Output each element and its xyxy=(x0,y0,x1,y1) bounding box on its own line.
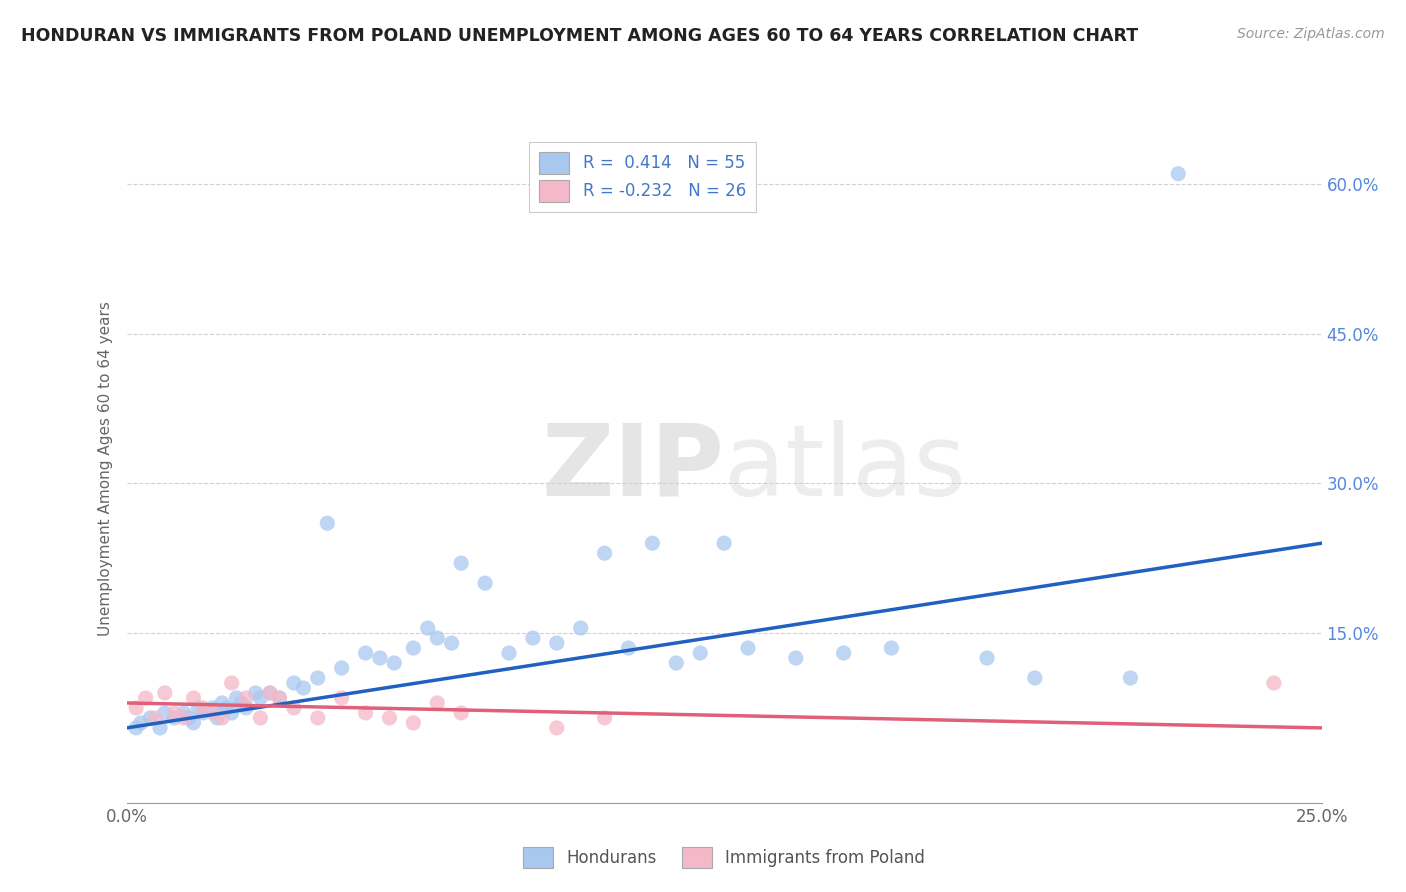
Point xyxy=(235,690,257,705)
Point xyxy=(546,721,568,735)
Point xyxy=(1263,676,1285,690)
Point xyxy=(143,711,166,725)
Point xyxy=(450,556,472,570)
Point xyxy=(416,621,439,635)
Point xyxy=(211,711,233,725)
Point xyxy=(125,701,148,715)
Point xyxy=(153,706,176,720)
Text: HONDURAN VS IMMIGRANTS FROM POLAND UNEMPLOYMENT AMONG AGES 60 TO 64 YEARS CORREL: HONDURAN VS IMMIGRANTS FROM POLAND UNEMP… xyxy=(21,27,1139,45)
Point xyxy=(163,711,186,725)
Point xyxy=(1024,671,1046,685)
Point xyxy=(330,690,353,705)
Point xyxy=(207,711,229,725)
Point xyxy=(225,690,247,705)
Point xyxy=(249,711,271,725)
Point xyxy=(368,651,391,665)
Point xyxy=(316,516,339,531)
Text: atlas: atlas xyxy=(724,420,966,516)
Point xyxy=(153,686,176,700)
Point xyxy=(689,646,711,660)
Point xyxy=(593,711,616,725)
Point xyxy=(522,631,544,645)
Text: Source: ZipAtlas.com: Source: ZipAtlas.com xyxy=(1237,27,1385,41)
Point xyxy=(292,681,315,695)
Point xyxy=(665,656,688,670)
Point xyxy=(191,706,214,720)
Point xyxy=(129,715,152,730)
Point xyxy=(440,636,463,650)
Point xyxy=(641,536,664,550)
Point xyxy=(426,696,449,710)
Point xyxy=(546,636,568,650)
Point xyxy=(173,711,195,725)
Point xyxy=(402,640,425,655)
Point xyxy=(149,721,172,735)
Point xyxy=(245,686,267,700)
Point xyxy=(307,671,329,685)
Point xyxy=(231,696,253,710)
Point xyxy=(177,711,200,725)
Point xyxy=(976,651,998,665)
Point xyxy=(221,706,243,720)
Point xyxy=(593,546,616,560)
Point xyxy=(617,640,640,655)
Point xyxy=(785,651,807,665)
Point xyxy=(330,661,353,675)
Point xyxy=(737,640,759,655)
Point xyxy=(191,701,214,715)
Point xyxy=(283,701,305,715)
Point xyxy=(135,690,157,705)
Point xyxy=(713,536,735,550)
Point xyxy=(183,715,205,730)
Point xyxy=(183,690,205,705)
Point xyxy=(249,690,271,705)
Point xyxy=(382,656,405,670)
Point xyxy=(378,711,401,725)
Point xyxy=(187,701,209,715)
Point xyxy=(259,686,281,700)
Point xyxy=(1167,167,1189,181)
Legend: Hondurans, Immigrants from Poland: Hondurans, Immigrants from Poland xyxy=(516,840,932,875)
Point xyxy=(832,646,855,660)
Point xyxy=(402,715,425,730)
Point xyxy=(474,576,496,591)
Point xyxy=(498,646,520,660)
Point xyxy=(283,676,305,690)
Point xyxy=(215,701,238,715)
Point xyxy=(354,706,377,720)
Point xyxy=(880,640,903,655)
Point xyxy=(1119,671,1142,685)
Point xyxy=(163,706,186,720)
Point xyxy=(269,690,291,705)
Point xyxy=(269,690,291,705)
Point xyxy=(569,621,592,635)
Point xyxy=(259,686,281,700)
Point xyxy=(201,706,224,720)
Text: ZIP: ZIP xyxy=(541,420,724,516)
Point xyxy=(354,646,377,660)
Point xyxy=(211,696,233,710)
Point xyxy=(173,706,195,720)
Point xyxy=(426,631,449,645)
Point xyxy=(139,711,162,725)
Point xyxy=(125,721,148,735)
Point xyxy=(450,706,472,720)
Point xyxy=(201,701,224,715)
Point xyxy=(235,701,257,715)
Y-axis label: Unemployment Among Ages 60 to 64 years: Unemployment Among Ages 60 to 64 years xyxy=(97,301,112,636)
Point xyxy=(307,711,329,725)
Point xyxy=(221,676,243,690)
